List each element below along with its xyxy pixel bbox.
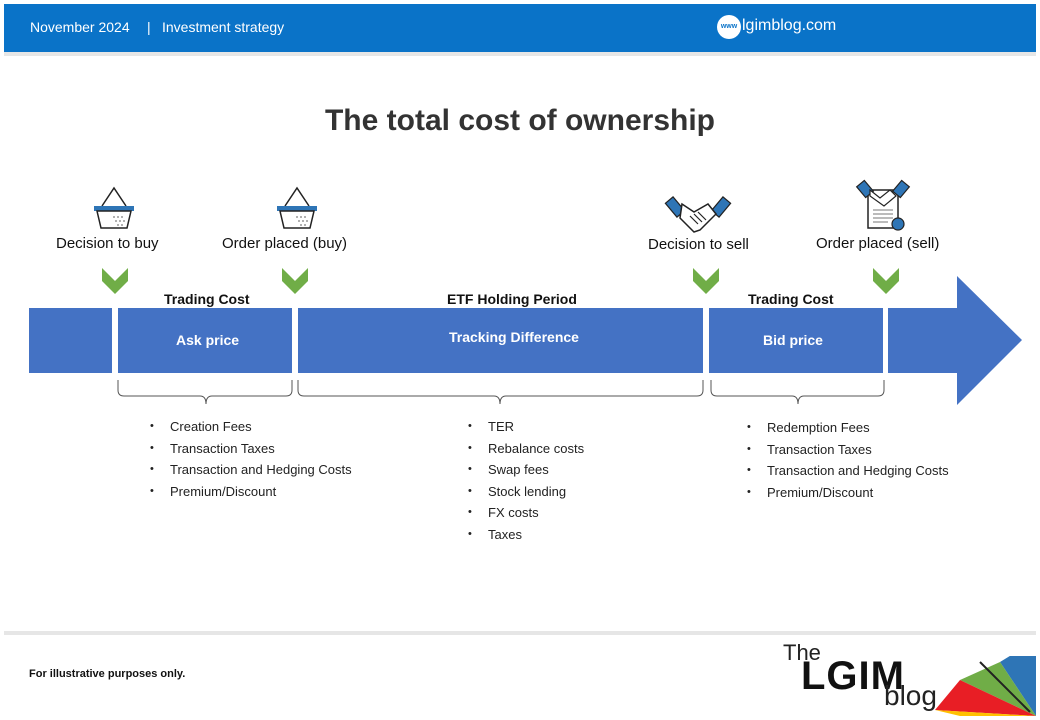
list-item: Taxes bbox=[468, 524, 584, 546]
bar-segment-bid bbox=[709, 308, 883, 373]
check-marker-icon bbox=[282, 268, 308, 294]
contract-icon bbox=[855, 179, 911, 231]
list-item: Premium/Discount bbox=[747, 482, 949, 504]
brace-bid bbox=[710, 380, 885, 405]
list-item: Creation Fees bbox=[150, 416, 352, 438]
bar-label-ask: Ask price bbox=[176, 332, 240, 348]
cost-list-buy: Creation Fees Transaction Taxes Transact… bbox=[150, 416, 352, 502]
step-label-decision-sell: Decision to sell bbox=[648, 236, 749, 253]
footer-note: For illustrative purposes only. bbox=[29, 668, 186, 680]
umbrella-logo-icon bbox=[935, 656, 1036, 716]
check-marker-icon bbox=[693, 268, 719, 294]
section-heading-trading-buy: Trading Cost bbox=[164, 291, 250, 307]
list-item: Redemption Fees bbox=[747, 417, 949, 439]
logo-blog: blog bbox=[884, 680, 937, 711]
check-marker-icon bbox=[873, 268, 899, 294]
step-label-order-buy: Order placed (buy) bbox=[222, 235, 348, 252]
brace-ask bbox=[117, 380, 293, 405]
header-divider bbox=[4, 52, 1036, 56]
list-item: Swap fees bbox=[468, 459, 584, 481]
step-label-decision-buy: Decision to buy bbox=[56, 235, 159, 252]
cost-list-holding: TER Rebalance costs Swap fees Stock lend… bbox=[468, 416, 584, 545]
bar-label-bid: Bid price bbox=[763, 332, 823, 348]
section-heading-trading-sell: Trading Cost bbox=[748, 291, 834, 307]
logo-brand: LGIM bbox=[801, 654, 905, 698]
step-label-order-sell: Order placed (sell) bbox=[816, 235, 940, 252]
basket-icon bbox=[94, 186, 134, 229]
bar-arrow-head bbox=[888, 276, 1022, 405]
logo-the: The bbox=[783, 640, 821, 665]
check-markers bbox=[102, 268, 899, 294]
handshake-icon bbox=[664, 196, 732, 233]
braces bbox=[117, 380, 885, 405]
bar-segment-ask bbox=[118, 308, 292, 373]
header-category: Investment strategy bbox=[162, 19, 285, 35]
list-item: Transaction Taxes bbox=[747, 439, 949, 461]
header-date: November 2024 bbox=[30, 19, 130, 35]
brace-holding bbox=[297, 380, 704, 405]
footer-divider bbox=[4, 631, 1036, 635]
bar-label-holding: Tracking Difference bbox=[449, 329, 579, 345]
header-separator: | bbox=[147, 19, 151, 35]
list-item: Rebalance costs bbox=[468, 438, 584, 460]
list-item: Stock lending bbox=[468, 481, 584, 503]
bar-segment-start bbox=[29, 308, 112, 373]
list-item: FX costs bbox=[468, 502, 584, 524]
page-title: The total cost of ownership bbox=[324, 104, 715, 137]
process-bar bbox=[29, 276, 1022, 405]
list-item: Transaction Taxes bbox=[150, 438, 352, 460]
list-item: Transaction and Hedging Costs bbox=[150, 459, 352, 481]
list-item: TER bbox=[468, 416, 584, 438]
basket-icon bbox=[277, 186, 317, 229]
section-heading-holding: ETF Holding Period bbox=[447, 291, 577, 307]
header-bar: November 2024 | Investment strategy www … bbox=[4, 4, 1036, 52]
list-item: Transaction and Hedging Costs bbox=[747, 460, 949, 482]
check-marker-icon bbox=[102, 268, 128, 294]
header-site-link[interactable]: lgimblog.com bbox=[742, 17, 837, 34]
bar-segment-holding bbox=[298, 308, 703, 373]
www-globe-icon: www bbox=[717, 15, 741, 39]
list-item: Premium/Discount bbox=[150, 481, 352, 503]
cost-list-sell: Redemption Fees Transaction Taxes Transa… bbox=[747, 417, 949, 503]
